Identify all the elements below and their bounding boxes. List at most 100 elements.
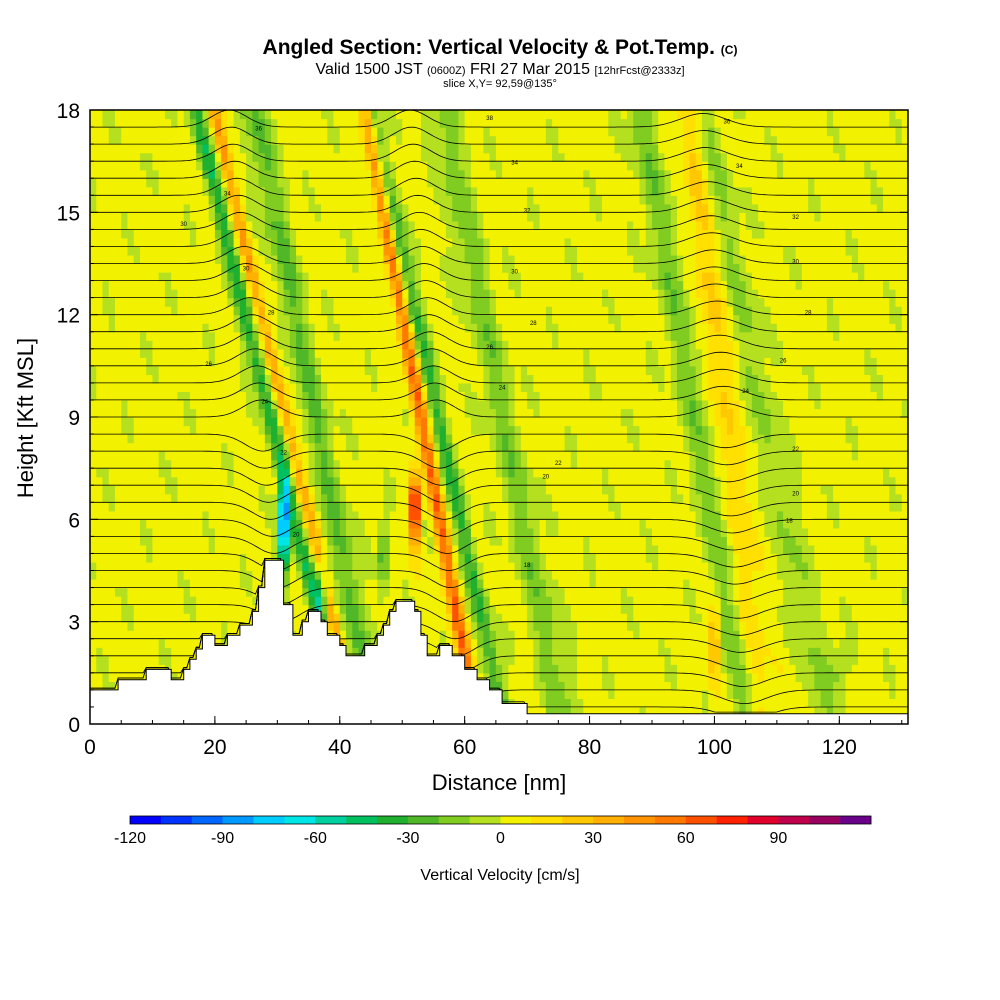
- velocity-cell: [651, 493, 659, 503]
- velocity-cell: [670, 681, 678, 691]
- velocity-cell: [564, 570, 572, 580]
- velocity-cell: [208, 399, 216, 410]
- velocity-cell: [327, 579, 335, 589]
- velocity-cell: [801, 706, 809, 717]
- velocity-cell: [477, 561, 484, 572]
- velocity-cell: [701, 579, 709, 589]
- velocity-cell: [358, 596, 366, 606]
- velocity-cell: [520, 434, 528, 444]
- velocity-cell: [121, 510, 129, 520]
- velocity-cell: [464, 408, 472, 418]
- velocity-cell: [96, 434, 104, 444]
- velocity-cell: [346, 442, 353, 452]
- velocity-cell: [683, 502, 691, 512]
- velocity-cell: [377, 579, 385, 589]
- velocity-cell: [683, 579, 691, 589]
- velocity-cell: [314, 502, 322, 512]
- velocity-cell: [495, 681, 503, 691]
- velocity-cell: [458, 459, 466, 469]
- velocity-cell: [552, 451, 559, 461]
- velocity-cell: [814, 579, 822, 589]
- velocity-cell: [577, 459, 584, 469]
- velocity-cell: [127, 655, 135, 665]
- velocity-cell: [321, 544, 328, 555]
- velocity-cell: [289, 425, 297, 435]
- velocity-cell: [633, 706, 641, 717]
- velocity-cell: [720, 689, 728, 700]
- velocity-cell: [726, 706, 734, 717]
- velocity-cell: [651, 485, 659, 495]
- velocity-cell: [639, 664, 647, 674]
- velocity-cell: [439, 399, 447, 410]
- velocity-cell: [564, 417, 572, 427]
- velocity-cell: [770, 459, 778, 469]
- velocity-cell: [370, 459, 378, 469]
- velocity-cell: [358, 621, 366, 631]
- velocity-cell: [477, 664, 484, 674]
- velocity-cell: [620, 630, 628, 640]
- velocity-cell: [121, 442, 129, 452]
- velocity-cell: [233, 553, 241, 563]
- velocity-cell: [114, 408, 122, 418]
- velocity-cell: [383, 502, 391, 512]
- velocity-cell: [283, 399, 291, 410]
- velocity-cell: [783, 408, 790, 418]
- velocity-cell: [552, 399, 559, 410]
- velocity-cell: [889, 664, 897, 674]
- velocity-cell: [714, 587, 722, 597]
- velocity-cell: [814, 417, 822, 427]
- velocity-cell: [845, 596, 853, 606]
- velocity-cell: [833, 399, 840, 410]
- velocity-cell: [726, 664, 734, 674]
- velocity-cell: [114, 527, 122, 537]
- velocity-cell: [683, 672, 691, 682]
- velocity-cell: [370, 536, 378, 546]
- velocity-cell: [783, 664, 790, 674]
- velocity-cell: [171, 604, 179, 614]
- velocity-cell: [90, 510, 97, 520]
- velocity-cell: [152, 442, 160, 452]
- velocity-cell: [221, 468, 228, 478]
- velocity-cell: [695, 604, 703, 614]
- velocity-cell: [214, 536, 222, 546]
- velocity-cell: [489, 655, 497, 665]
- velocity-cell: [477, 613, 484, 623]
- velocity-cell: [633, 485, 641, 495]
- velocity-cell: [264, 399, 272, 410]
- velocity-cell: [776, 536, 784, 546]
- velocity-cell: [639, 519, 647, 529]
- velocity-cell: [433, 604, 441, 614]
- velocity-cell: [458, 468, 466, 478]
- velocity-cell: [283, 553, 291, 563]
- velocity-cell: [402, 425, 410, 435]
- velocity-cell: [377, 493, 385, 503]
- velocity-cell: [408, 561, 416, 572]
- velocity-cell: [901, 570, 908, 580]
- velocity-cell: [577, 604, 584, 614]
- velocity-cell: [233, 519, 241, 529]
- velocity-cell: [595, 519, 603, 529]
- velocity-cell: [820, 493, 828, 503]
- velocity-cell: [414, 451, 422, 461]
- velocity-cell: [277, 510, 285, 520]
- velocity-cell: [558, 510, 566, 520]
- velocity-cell: [364, 544, 372, 555]
- velocity-cell: [389, 485, 397, 495]
- velocity-cell: [352, 408, 360, 418]
- velocity-cell: [708, 561, 716, 572]
- velocity-cell: [221, 613, 228, 623]
- velocity-cell: [895, 399, 903, 410]
- velocity-cell: [739, 536, 747, 546]
- velocity-cell: [90, 408, 97, 418]
- velocity-cell: [127, 579, 135, 589]
- velocity-cell: [870, 604, 878, 614]
- velocity-cell: [570, 459, 578, 469]
- velocity-cell: [676, 544, 684, 555]
- velocity-cell: [770, 630, 778, 640]
- velocity-cell: [683, 621, 691, 631]
- velocity-cell: [514, 604, 522, 614]
- velocity-cell: [296, 544, 303, 555]
- velocity-cell: [833, 519, 840, 529]
- velocity-cell: [90, 579, 97, 589]
- velocity-cell: [577, 408, 584, 418]
